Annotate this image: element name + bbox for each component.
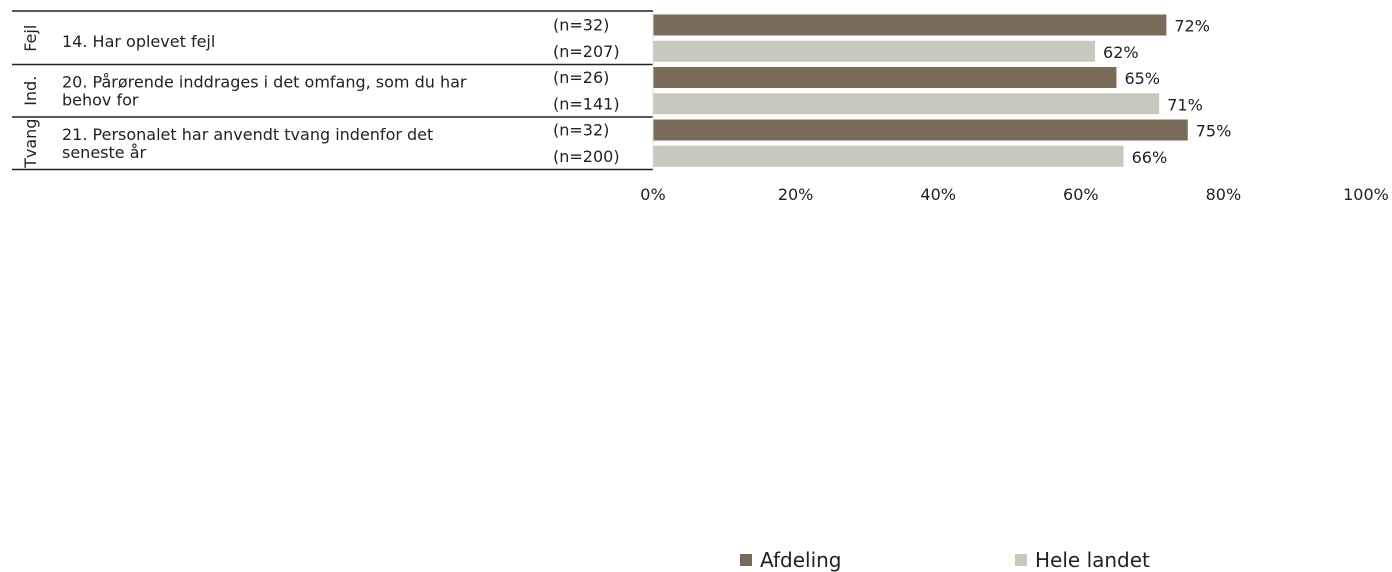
x-tick-label: 40%	[920, 185, 956, 204]
n-label: (n=32)	[553, 121, 609, 140]
bar	[653, 67, 1117, 88]
data-label: 71%	[1167, 95, 1203, 114]
bar	[653, 119, 1188, 141]
n-label: (n=141)	[553, 94, 620, 113]
n-label: (n=32)	[553, 16, 609, 35]
question-label: 21. Personalet har anvendt tvang indenfo…	[62, 125, 433, 144]
legend-swatch-hele-landet	[1015, 554, 1027, 566]
section-label: Tvang	[21, 119, 40, 169]
question-label: 20. Pårørende inddrages i det omfang, so…	[62, 73, 467, 92]
x-tick-label: 20%	[778, 185, 814, 204]
legend-item-hele-landet: Hele landet	[1015, 548, 1150, 572]
n-label: (n=26)	[553, 68, 609, 87]
n-label: (n=200)	[553, 147, 620, 166]
question-label: 14. Har oplevet fejl	[62, 32, 215, 51]
x-tick-label: 80%	[1206, 185, 1242, 204]
question-label: seneste år	[62, 143, 147, 162]
x-tick-label: 60%	[1063, 185, 1099, 204]
x-tick-label: 100%	[1343, 185, 1389, 204]
data-label: 66%	[1132, 148, 1168, 167]
chart: Fejl 14. Har oplevet fejl (n=32) 72% (n=207)…	[12, 10, 1389, 204]
bar	[653, 14, 1167, 36]
n-label: (n=207)	[553, 42, 620, 61]
x-tick-label: 0%	[640, 185, 665, 204]
legend-label-afdeling: Afdeling	[760, 548, 842, 572]
legend-swatch-afdeling	[740, 554, 752, 566]
legend-item-afdeling: Afdeling	[740, 548, 842, 572]
section-label: Ind.	[21, 76, 40, 106]
bar	[653, 145, 1124, 167]
data-label: 65%	[1124, 69, 1160, 88]
data-label: 72%	[1174, 17, 1210, 36]
section-label: Fejl	[21, 25, 40, 52]
legend-label-hele-landet: Hele landet	[1035, 548, 1150, 572]
data-label: 62%	[1103, 43, 1139, 62]
data-label: 75%	[1196, 122, 1232, 141]
bar	[653, 93, 1160, 115]
bar	[653, 40, 1096, 62]
question-label: behov for	[62, 91, 139, 110]
